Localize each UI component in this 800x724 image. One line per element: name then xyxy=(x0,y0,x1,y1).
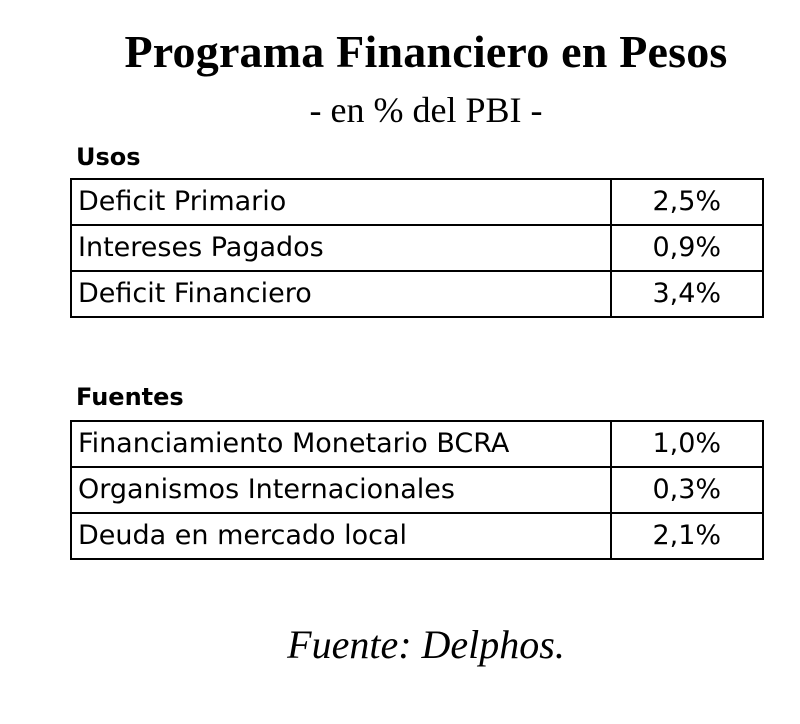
table-row: Intereses Pagados 0,9% xyxy=(70,224,765,272)
table-row: Financiamiento Monetario BCRA 1,0% xyxy=(70,420,765,468)
row-label: Deficit Financiero xyxy=(70,270,612,318)
source-note: Fuente: Delphos. xyxy=(287,622,565,667)
row-value: 2,5% xyxy=(609,178,765,226)
row-label: Organismos Internacionales xyxy=(70,466,612,514)
row-value: 3,4% xyxy=(609,270,765,318)
row-value: 0,3% xyxy=(609,466,765,514)
table-row: Organismos Internacionales 0,3% xyxy=(70,466,765,514)
row-label: Intereses Pagados xyxy=(70,224,612,272)
row-value: 0,9% xyxy=(609,224,765,272)
table-row: Deuda en mercado local 2,1% xyxy=(70,512,765,560)
usos-table: Deficit Primario 2,5% Intereses Pagados … xyxy=(70,178,765,318)
row-value: 2,1% xyxy=(609,512,765,560)
usos-heading: Usos xyxy=(76,143,141,171)
row-label: Deuda en mercado local xyxy=(70,512,612,560)
page-subtitle: - en % del PBI - xyxy=(309,90,543,130)
fuentes-table: Financiamiento Monetario BCRA 1,0% Organ… xyxy=(70,420,765,560)
page-title: Programa Financiero en Pesos xyxy=(124,26,728,77)
fuentes-heading: Fuentes xyxy=(76,383,184,411)
row-label: Deficit Primario xyxy=(70,178,612,226)
row-value: 1,0% xyxy=(609,420,765,468)
row-label: Financiamiento Monetario BCRA xyxy=(70,420,612,468)
table-row: Deficit Primario 2,5% xyxy=(70,178,765,226)
table-row: Deficit Financiero 3,4% xyxy=(70,270,765,318)
